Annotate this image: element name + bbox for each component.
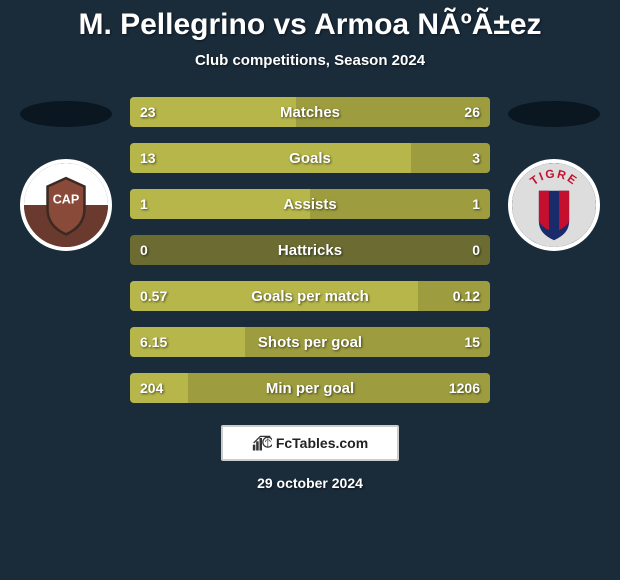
main-area: CAP Matches2326 Goals133 Assists11 Hattrick… bbox=[0, 97, 620, 403]
brand-text: FcTables.com bbox=[276, 435, 368, 451]
platense-shield-icon: CAP bbox=[24, 163, 108, 247]
stat-row: Hattricks0 0 bbox=[130, 235, 490, 265]
stat-value-right: 0 bbox=[462, 235, 490, 265]
stat-bar-left bbox=[130, 189, 310, 219]
stat-bar-right bbox=[245, 327, 490, 357]
stat-row: Min per goal2041206 bbox=[130, 373, 490, 403]
footer-date: 29 october 2024 bbox=[0, 475, 620, 491]
stat-bar-right bbox=[296, 97, 490, 127]
stat-bar-left bbox=[130, 327, 245, 357]
stat-bar-left bbox=[130, 281, 418, 311]
stat-row: Goals per match0.570.12 bbox=[130, 281, 490, 311]
stat-bar-right bbox=[411, 143, 490, 173]
stat-bar-left bbox=[130, 143, 411, 173]
fctables-icon bbox=[252, 434, 272, 452]
page-subtitle: Club competitions, Season 2024 bbox=[0, 52, 620, 69]
stat-row: Matches2326 bbox=[130, 97, 490, 127]
left-column: CAP bbox=[16, 97, 116, 251]
player-shadow-right bbox=[508, 101, 600, 127]
stat-bars: Matches2326 Goals133 Assists11 Hattricks0 0 G… bbox=[130, 97, 490, 403]
tigre-shield-icon: TIGRE bbox=[512, 163, 596, 247]
stat-bar-left bbox=[130, 373, 188, 403]
stat-bar-left bbox=[130, 97, 296, 127]
stat-value-left: 0 bbox=[130, 235, 158, 265]
stat-bar-right bbox=[310, 189, 490, 219]
stat-row: Assists11 bbox=[130, 189, 490, 219]
player-shadow-left bbox=[20, 101, 112, 127]
stat-row: Goals133 bbox=[130, 143, 490, 173]
brand-badge: FcTables.com bbox=[221, 425, 399, 461]
club-logo-left: CAP bbox=[20, 159, 112, 251]
club-logo-right: TIGRE bbox=[508, 159, 600, 251]
page-title: M. Pellegrino vs Armoa NÃºÃ±ez bbox=[0, 8, 620, 42]
stat-label: Hattricks bbox=[130, 235, 490, 265]
svg-text:CAP: CAP bbox=[53, 192, 80, 206]
comparison-card: M. Pellegrino vs Armoa NÃºÃ±ez Club comp… bbox=[0, 0, 620, 580]
stat-bar-right bbox=[418, 281, 490, 311]
stat-row: Shots per goal6.1515 bbox=[130, 327, 490, 357]
stat-bar-right bbox=[188, 373, 490, 403]
right-column: TIGRE bbox=[504, 97, 604, 251]
